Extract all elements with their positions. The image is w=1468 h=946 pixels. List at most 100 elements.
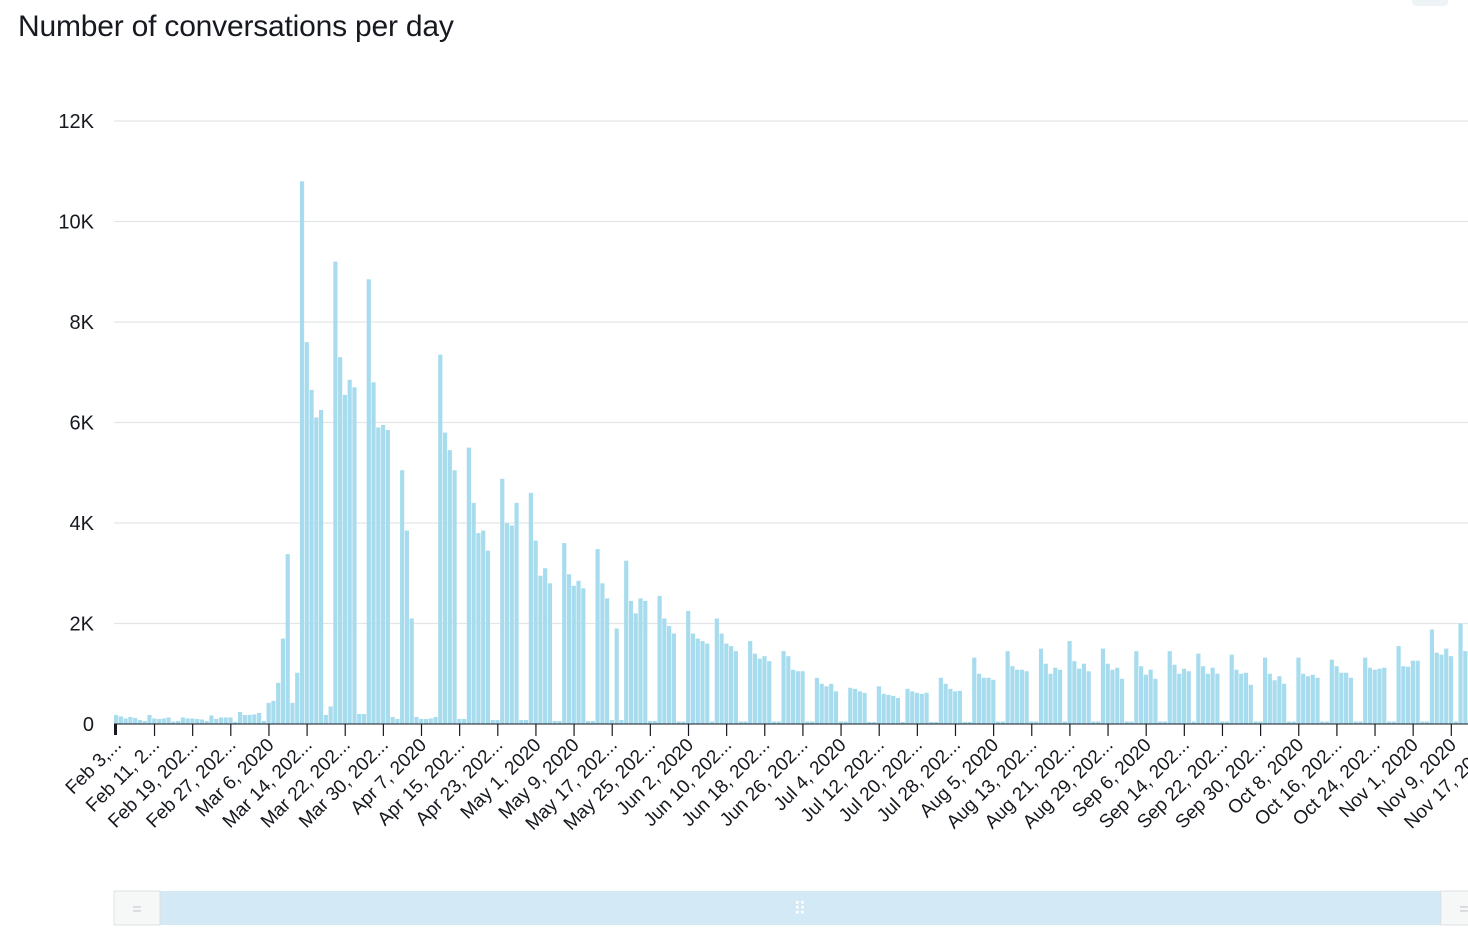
bar[interactable] bbox=[953, 691, 958, 724]
bar[interactable] bbox=[519, 719, 524, 724]
bar[interactable] bbox=[900, 721, 905, 724]
bar[interactable] bbox=[614, 628, 619, 724]
bar[interactable] bbox=[562, 543, 567, 724]
bar[interactable] bbox=[1181, 668, 1187, 724]
bar[interactable] bbox=[895, 697, 901, 724]
bar[interactable] bbox=[585, 720, 591, 724]
bar[interactable] bbox=[1386, 721, 1392, 724]
bar[interactable] bbox=[1134, 651, 1139, 724]
bar[interactable] bbox=[252, 714, 257, 724]
bar[interactable] bbox=[1201, 666, 1206, 724]
bar[interactable] bbox=[1129, 721, 1134, 724]
bar[interactable] bbox=[1406, 666, 1411, 724]
bar[interactable] bbox=[1382, 667, 1387, 724]
bar[interactable] bbox=[376, 427, 381, 724]
bar[interactable] bbox=[633, 613, 638, 724]
bar[interactable] bbox=[156, 718, 162, 724]
bar[interactable] bbox=[1258, 721, 1263, 724]
bar[interactable] bbox=[1363, 657, 1368, 724]
bar[interactable] bbox=[1243, 672, 1249, 724]
bar[interactable] bbox=[257, 712, 262, 724]
bar[interactable] bbox=[852, 688, 858, 724]
bar[interactable] bbox=[819, 683, 824, 724]
bar[interactable] bbox=[1024, 671, 1029, 724]
bar[interactable] bbox=[681, 721, 686, 724]
bar[interactable] bbox=[128, 716, 133, 724]
bar[interactable] bbox=[590, 720, 595, 724]
bar[interactable] bbox=[190, 718, 195, 724]
bar[interactable] bbox=[504, 523, 510, 724]
bar[interactable] bbox=[419, 718, 424, 724]
bar[interactable] bbox=[976, 673, 982, 724]
bar[interactable] bbox=[1062, 721, 1067, 724]
bar[interactable] bbox=[886, 694, 891, 724]
bar[interactable] bbox=[972, 657, 977, 724]
bar[interactable] bbox=[1186, 671, 1191, 724]
bar[interactable] bbox=[676, 721, 681, 724]
navigator-selected-range[interactable] bbox=[159, 891, 1441, 925]
bar[interactable] bbox=[843, 721, 848, 724]
bar[interactable] bbox=[1029, 721, 1034, 724]
bar[interactable] bbox=[967, 721, 972, 724]
bar[interactable] bbox=[1339, 672, 1344, 724]
bar[interactable] bbox=[1334, 666, 1339, 724]
bar[interactable] bbox=[628, 600, 634, 724]
navigator-left-handle[interactable] bbox=[113, 890, 161, 926]
bar[interactable] bbox=[729, 646, 734, 724]
bar[interactable] bbox=[223, 717, 228, 724]
bar[interactable] bbox=[1453, 721, 1458, 724]
bar[interactable] bbox=[466, 447, 471, 725]
bar[interactable] bbox=[380, 425, 386, 724]
bar[interactable] bbox=[1196, 653, 1201, 724]
bar[interactable] bbox=[876, 686, 881, 724]
chart-menu-button[interactable] bbox=[1412, 0, 1448, 6]
bar[interactable] bbox=[1205, 673, 1210, 724]
bar[interactable] bbox=[824, 686, 829, 724]
bar[interactable] bbox=[805, 721, 810, 724]
bar[interactable] bbox=[1310, 674, 1315, 724]
bar[interactable] bbox=[1358, 721, 1363, 724]
bar[interactable] bbox=[1463, 651, 1468, 724]
bar[interactable] bbox=[848, 687, 853, 724]
bar[interactable] bbox=[471, 502, 476, 724]
range-navigator[interactable]: = = ⠿ bbox=[113, 890, 1468, 926]
bar[interactable] bbox=[428, 718, 433, 724]
bar[interactable] bbox=[161, 718, 166, 724]
bar[interactable] bbox=[295, 672, 300, 724]
bar[interactable] bbox=[414, 716, 419, 724]
bar[interactable] bbox=[199, 719, 204, 724]
bar[interactable] bbox=[538, 575, 543, 724]
bar[interactable] bbox=[266, 702, 271, 724]
bar[interactable] bbox=[1253, 721, 1258, 724]
bar[interactable] bbox=[171, 721, 176, 724]
bar[interactable] bbox=[872, 721, 877, 724]
bar[interactable] bbox=[123, 718, 128, 724]
bar[interactable] bbox=[1072, 661, 1077, 724]
bar[interactable] bbox=[552, 720, 557, 724]
bar[interactable] bbox=[738, 721, 743, 724]
bar[interactable] bbox=[938, 677, 943, 724]
bar[interactable] bbox=[285, 554, 290, 724]
bar[interactable] bbox=[366, 279, 371, 724]
bar[interactable] bbox=[1224, 721, 1230, 724]
bar[interactable] bbox=[142, 720, 147, 724]
bar[interactable] bbox=[1019, 669, 1025, 724]
bar[interactable] bbox=[547, 583, 553, 724]
bar[interactable] bbox=[652, 720, 657, 724]
bar[interactable] bbox=[714, 618, 719, 724]
bar[interactable] bbox=[776, 721, 781, 724]
bar[interactable] bbox=[400, 470, 405, 724]
bar[interactable] bbox=[290, 702, 295, 724]
bar[interactable] bbox=[733, 651, 738, 724]
bar[interactable] bbox=[509, 525, 514, 724]
bar[interactable] bbox=[1315, 677, 1320, 724]
bar[interactable] bbox=[838, 721, 843, 724]
bar[interactable] bbox=[1391, 721, 1396, 724]
bar[interactable] bbox=[1410, 660, 1415, 724]
bar[interactable] bbox=[447, 450, 452, 724]
bar[interactable] bbox=[719, 633, 724, 724]
bar[interactable] bbox=[1344, 672, 1349, 724]
bar[interactable] bbox=[1215, 673, 1220, 724]
bar[interactable] bbox=[333, 261, 338, 724]
bar[interactable] bbox=[152, 718, 157, 724]
